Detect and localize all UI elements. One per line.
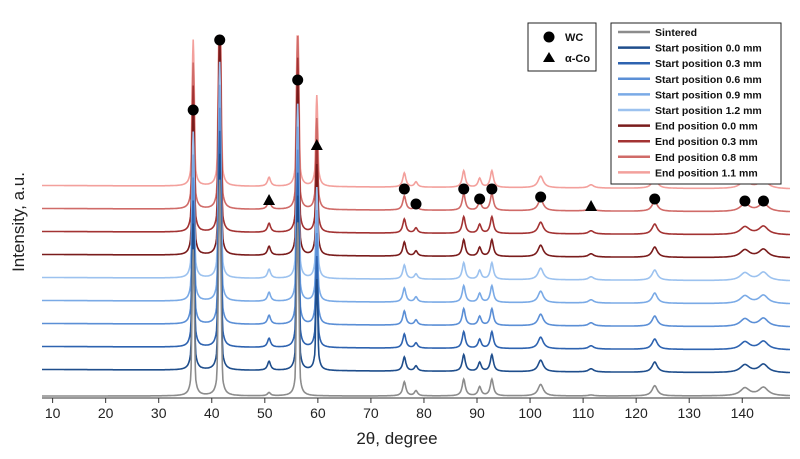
phase-marker-layer bbox=[187, 34, 769, 211]
series-line bbox=[42, 153, 790, 374]
y-axis-title: Intensity, a.u. bbox=[9, 172, 28, 272]
wc-peak-marker bbox=[458, 183, 470, 195]
wc-peak-marker bbox=[535, 191, 547, 203]
legend-label: End position 0.0 mm bbox=[655, 121, 758, 133]
wc-peak-marker bbox=[398, 183, 410, 195]
series-legend: Sintered Start position 0.0 mm Start posit… bbox=[610, 22, 782, 185]
x-tick-label: 70 bbox=[363, 405, 379, 421]
series-line bbox=[42, 84, 790, 305]
x-tick-label: 60 bbox=[310, 405, 326, 421]
wc-peak-marker bbox=[214, 34, 226, 46]
co-peak-marker bbox=[310, 139, 323, 150]
x-tick-label: 140 bbox=[731, 405, 755, 421]
x-tick-label: 10 bbox=[45, 405, 61, 421]
legend-label: End position 0.3 mm bbox=[655, 136, 758, 148]
x-tick-label: 110 bbox=[572, 405, 595, 421]
legend-label: End position 0.8 mm bbox=[655, 152, 758, 164]
x-tick-label: 40 bbox=[204, 405, 220, 421]
series-line bbox=[42, 179, 790, 397]
co-legend-marker bbox=[543, 52, 555, 62]
wc-peak-marker bbox=[486, 183, 498, 195]
series-line bbox=[42, 61, 790, 282]
x-tick-label: 50 bbox=[257, 405, 273, 421]
wc-legend-label: WC bbox=[565, 32, 583, 44]
legend-label: Start position 0.0 mm bbox=[655, 43, 762, 55]
x-tick-label: 130 bbox=[678, 405, 702, 421]
co-peak-marker bbox=[585, 200, 598, 211]
x-tick-label: 20 bbox=[98, 405, 114, 421]
wc-peak-marker bbox=[410, 198, 422, 210]
x-tick-layer: 10 20 30 40 50 60 70 80 90 100 110 120 130 140 bbox=[45, 398, 754, 421]
x-tick-label: 80 bbox=[416, 405, 432, 421]
wc-peak-marker bbox=[739, 195, 751, 207]
wc-peak-marker bbox=[187, 104, 199, 116]
legend-label: Start position 1.2 mm bbox=[655, 105, 762, 117]
x-tick-label: 100 bbox=[518, 405, 542, 421]
x-tick-label: 90 bbox=[469, 405, 485, 421]
co-peak-marker bbox=[263, 194, 276, 205]
legend-label: Start position 0.3 mm bbox=[655, 58, 762, 70]
series-line bbox=[42, 34, 790, 236]
series-line bbox=[42, 35, 790, 190]
legend-label: Start position 0.6 mm bbox=[655, 74, 762, 86]
series-line bbox=[42, 38, 790, 259]
wc-peak-marker bbox=[474, 193, 486, 205]
legend-label: Start position 0.9 mm bbox=[655, 89, 762, 101]
x-tick-label: 30 bbox=[151, 405, 167, 421]
phase-legend-box bbox=[527, 22, 597, 72]
series-line bbox=[42, 130, 790, 351]
phase-legend: WC α-Co bbox=[527, 22, 597, 72]
x-axis-title: 2θ, degree bbox=[356, 429, 437, 448]
legend-label: Sintered bbox=[655, 27, 697, 39]
x-tick-label: 120 bbox=[624, 405, 648, 421]
co-legend-label: α-Co bbox=[565, 53, 590, 65]
legend-label: End position 1.1 mm bbox=[655, 167, 758, 179]
wc-peak-marker bbox=[292, 74, 304, 86]
wc-legend-marker bbox=[543, 31, 555, 43]
wc-peak-marker bbox=[649, 193, 661, 205]
series-line bbox=[42, 107, 790, 328]
series-layer bbox=[42, 34, 790, 397]
wc-peak-marker bbox=[757, 195, 769, 207]
